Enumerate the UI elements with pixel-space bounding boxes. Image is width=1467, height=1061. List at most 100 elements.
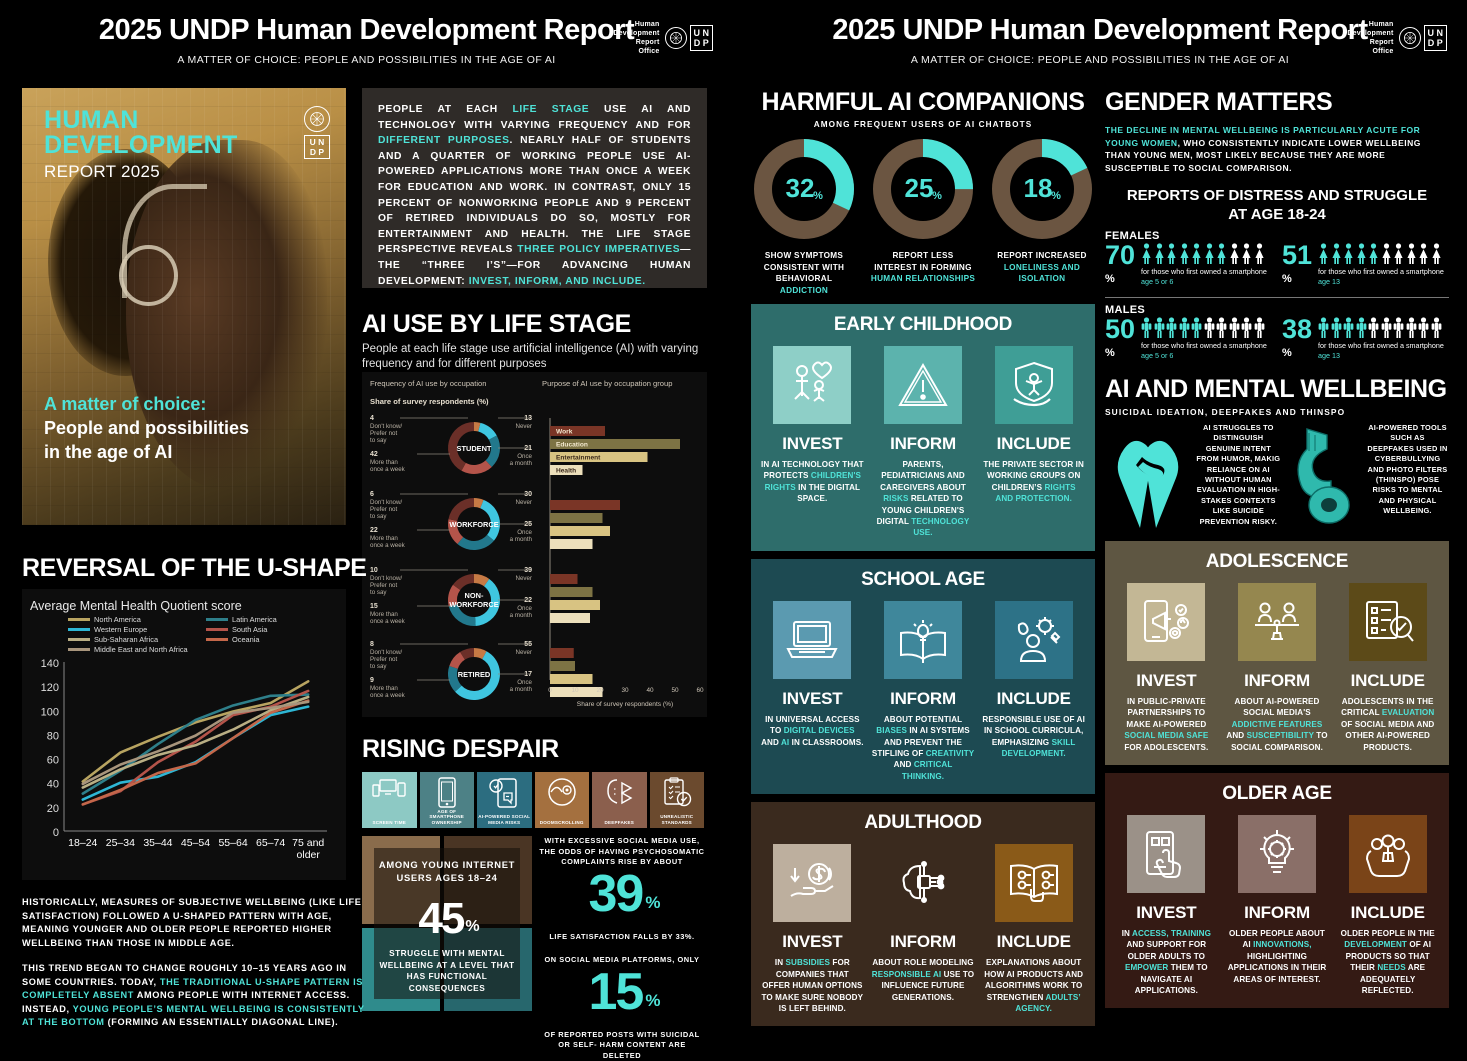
male-figure-icon xyxy=(1331,317,1342,339)
donut-chart: 32 % xyxy=(754,139,854,239)
stage-cell-heading: INCLUDE xyxy=(1336,903,1439,923)
legend-item: Sub-Saharan Africa xyxy=(68,635,200,644)
despair-left-caption-bottom: STRUGGLE WITH MENTAL WELLBEING AT A LEVE… xyxy=(370,948,524,994)
stage-card-triad: INVEST IN UNIVERSAL ACCESS TO DIGITAL DE… xyxy=(761,601,1085,782)
svg-text:4: 4 xyxy=(370,415,374,422)
female-figure-icon xyxy=(1418,243,1429,265)
ushape-section: REVERSAL OF THE U-SHAPE Average Mental H… xyxy=(0,554,390,1030)
awareness-ribbon-icon xyxy=(1105,423,1192,533)
intro-text-box: PEOPLE AT EACH LIFE STAGE USE AI AND TEC… xyxy=(362,88,707,288)
left-page: 2025 UNDP Human Development Report A MAT… xyxy=(0,0,733,1040)
wellbeing-right-text: AI-POWERED TOOLS SUCH AS DEEPFAKES USED … xyxy=(1366,423,1449,517)
stage-card-cell: INCLUDE THE PRIVATE SECTOR IN WORKING GR… xyxy=(982,346,1085,539)
harmful-donut: 32 % SHOW SYMPTOMS CONSISTENT WITH BEHAV… xyxy=(751,139,857,296)
male-figure-icon xyxy=(1191,317,1202,339)
svg-text:25–34: 25–34 xyxy=(106,837,135,849)
stage-card: OLDER AGE INVEST IN ACCESS, TRAINING AND… xyxy=(1105,773,1449,1008)
ai-use-subtitle: People at each life stage use artificial… xyxy=(362,342,707,372)
stage-cell-text: IN SUBSIDIES FOR COMPANIES THAT OFFER HU… xyxy=(761,957,864,1014)
male-figure-icon xyxy=(1368,317,1379,339)
despair-stat-15: ON SOCIAL MEDIA PLATFORMS, ONLY 15% OF R… xyxy=(538,955,706,1061)
right-column-a: HARMFUL AI COMPANIONS AMONG FREQUENT USE… xyxy=(751,88,1095,1026)
despair-icon-tile: DOOMSCROLLING xyxy=(535,772,590,828)
svg-text:120: 120 xyxy=(41,682,59,694)
female-figure-icon xyxy=(1141,243,1152,265)
female-figure-icon xyxy=(1204,243,1215,265)
gender-stat-value: 38% xyxy=(1282,317,1312,365)
stage-card-adolescence: ADOLESCENCE INVEST IN PUBLIC-PRIVATE PAR… xyxy=(1105,541,1449,765)
svg-text:50: 50 xyxy=(671,687,679,694)
svg-text:WORKFORCE: WORKFORCE xyxy=(449,600,498,609)
stage-cell-text: EXPLANATIONS ABOUT HOW AI PRODUCTS AND A… xyxy=(982,957,1085,1014)
svg-text:older: older xyxy=(297,849,321,861)
phone-megaphone-icon xyxy=(1127,583,1205,661)
warning-triangle-icon xyxy=(884,346,962,424)
gender-pictogram xyxy=(1141,317,1272,339)
gender-pictogram xyxy=(1141,243,1272,265)
svg-text:30: 30 xyxy=(524,491,532,498)
harmful-donut-caption: SHOW SYMPTOMS CONSISTENT WITH BEHAVIORAL… xyxy=(751,250,857,296)
stage-card-cell: INVEST IN AI TECHNOLOGY THAT PROTECTS CH… xyxy=(761,346,864,539)
harmful-donut-caption: REPORT LESS INTEREST IN FORMING HUMAN RE… xyxy=(870,250,976,285)
gender-stat-value: 70% xyxy=(1105,243,1135,291)
left-page-header: 2025 UNDP Human Development Report A MAT… xyxy=(0,0,733,88)
harmful-title: HARMFUL AI COMPANIONS xyxy=(751,88,1095,117)
male-figure-icon xyxy=(1216,317,1227,339)
svg-text:22: 22 xyxy=(524,597,532,604)
male-figure-icon xyxy=(1418,317,1429,339)
despair-icon-label: DOOMSCROLLING xyxy=(540,820,584,829)
svg-text:20: 20 xyxy=(596,687,604,694)
cover-tagline-2: People and possibilities xyxy=(44,417,249,439)
measuring-tape-icon xyxy=(1285,423,1362,533)
right-page-header: 2025 UNDP Human Development Report A MAT… xyxy=(733,0,1467,88)
male-figure-icon xyxy=(1241,317,1252,339)
stage-cell-text: ABOUT POTENTIAL BIASES IN AI SYSTEMS AND… xyxy=(872,714,975,782)
harmful-donuts: 32 % SHOW SYMPTOMS CONSISTENT WITH BEHAV… xyxy=(751,139,1095,296)
female-figure-icon xyxy=(1406,243,1417,265)
male-figure-icon xyxy=(1393,317,1404,339)
wellbeing-left-text: AI STRUGGLES TO DISTINGUISH GENUINE INTE… xyxy=(1196,423,1281,527)
svg-text:32: 32 xyxy=(786,173,815,203)
stage-cell-text: ADOLESCENTS IN THE CRITICAL EVALUATION O… xyxy=(1336,696,1439,753)
cover-line-2: DEVELOPMENT xyxy=(44,133,238,158)
male-figure-icon xyxy=(1406,317,1417,339)
stage-cell-heading: INFORM xyxy=(872,689,975,709)
male-figure-icon xyxy=(1154,317,1165,339)
svg-text:Don't know/: Don't know/ xyxy=(370,423,402,430)
svg-text:Share of survey respondents (%: Share of survey respondents (%) xyxy=(370,397,489,406)
female-figure-icon xyxy=(1229,243,1240,265)
svg-text:Share of survey respondents (%: Share of survey respondents (%) xyxy=(577,701,673,708)
despair-left-caption-top: AMONG YOUNG INTERNET USERS AGES 18–24 xyxy=(374,858,520,884)
legend-item: South Asia xyxy=(206,625,338,634)
svg-text:20: 20 xyxy=(47,803,59,815)
gender-row: FEMALES 70% xyxy=(1105,230,1449,298)
svg-text:25: 25 xyxy=(524,521,532,528)
hand-money-icon xyxy=(773,844,851,922)
stage-card-school-age: SCHOOL AGE INVEST IN UNIVERSAL ACCESS TO… xyxy=(751,559,1095,794)
female-figure-icon xyxy=(1166,243,1177,265)
female-figure-icon xyxy=(1191,243,1202,265)
svg-text:a month: a month xyxy=(510,686,533,693)
svg-text:Health: Health xyxy=(556,468,576,475)
svg-text:22: 22 xyxy=(370,527,378,534)
svg-text:75 and: 75 and xyxy=(292,837,324,849)
svg-text:10: 10 xyxy=(571,687,579,694)
male-figure-icon xyxy=(1431,317,1442,339)
stage-card-adulthood: ADULTHOOD INVEST IN SUBSIDIES FOR COMPAN… xyxy=(751,802,1095,1026)
male-figure-icon xyxy=(1179,317,1190,339)
despair-icon-label: UNREALISTIC STANDARDS xyxy=(650,814,705,828)
harmful-donut-caption: REPORT INCREASED LONELINESS AND ISOLATIO… xyxy=(989,250,1095,285)
male-figure-icon xyxy=(1318,317,1329,339)
male-figure-icon xyxy=(1254,317,1265,339)
despair-icon-tile: DEEPFAKES xyxy=(592,772,647,828)
svg-text:Never: Never xyxy=(515,575,532,582)
harmful-donut: 18 % REPORT INCREASED LONELINESS AND ISO… xyxy=(989,139,1095,296)
stage-cell-text: RESPONSIBLE USE OF AI IN SCHOOL CURRICUL… xyxy=(982,714,1085,760)
despair-15-after: OF REPORTED POSTS WITH SUICIDAL OR SELF-… xyxy=(538,1030,706,1061)
svg-text:More than: More than xyxy=(370,459,398,466)
svg-text:45–54: 45–54 xyxy=(181,837,210,849)
stage-card: SCHOOL AGE INVEST IN UNIVERSAL ACCESS TO… xyxy=(751,559,1095,794)
